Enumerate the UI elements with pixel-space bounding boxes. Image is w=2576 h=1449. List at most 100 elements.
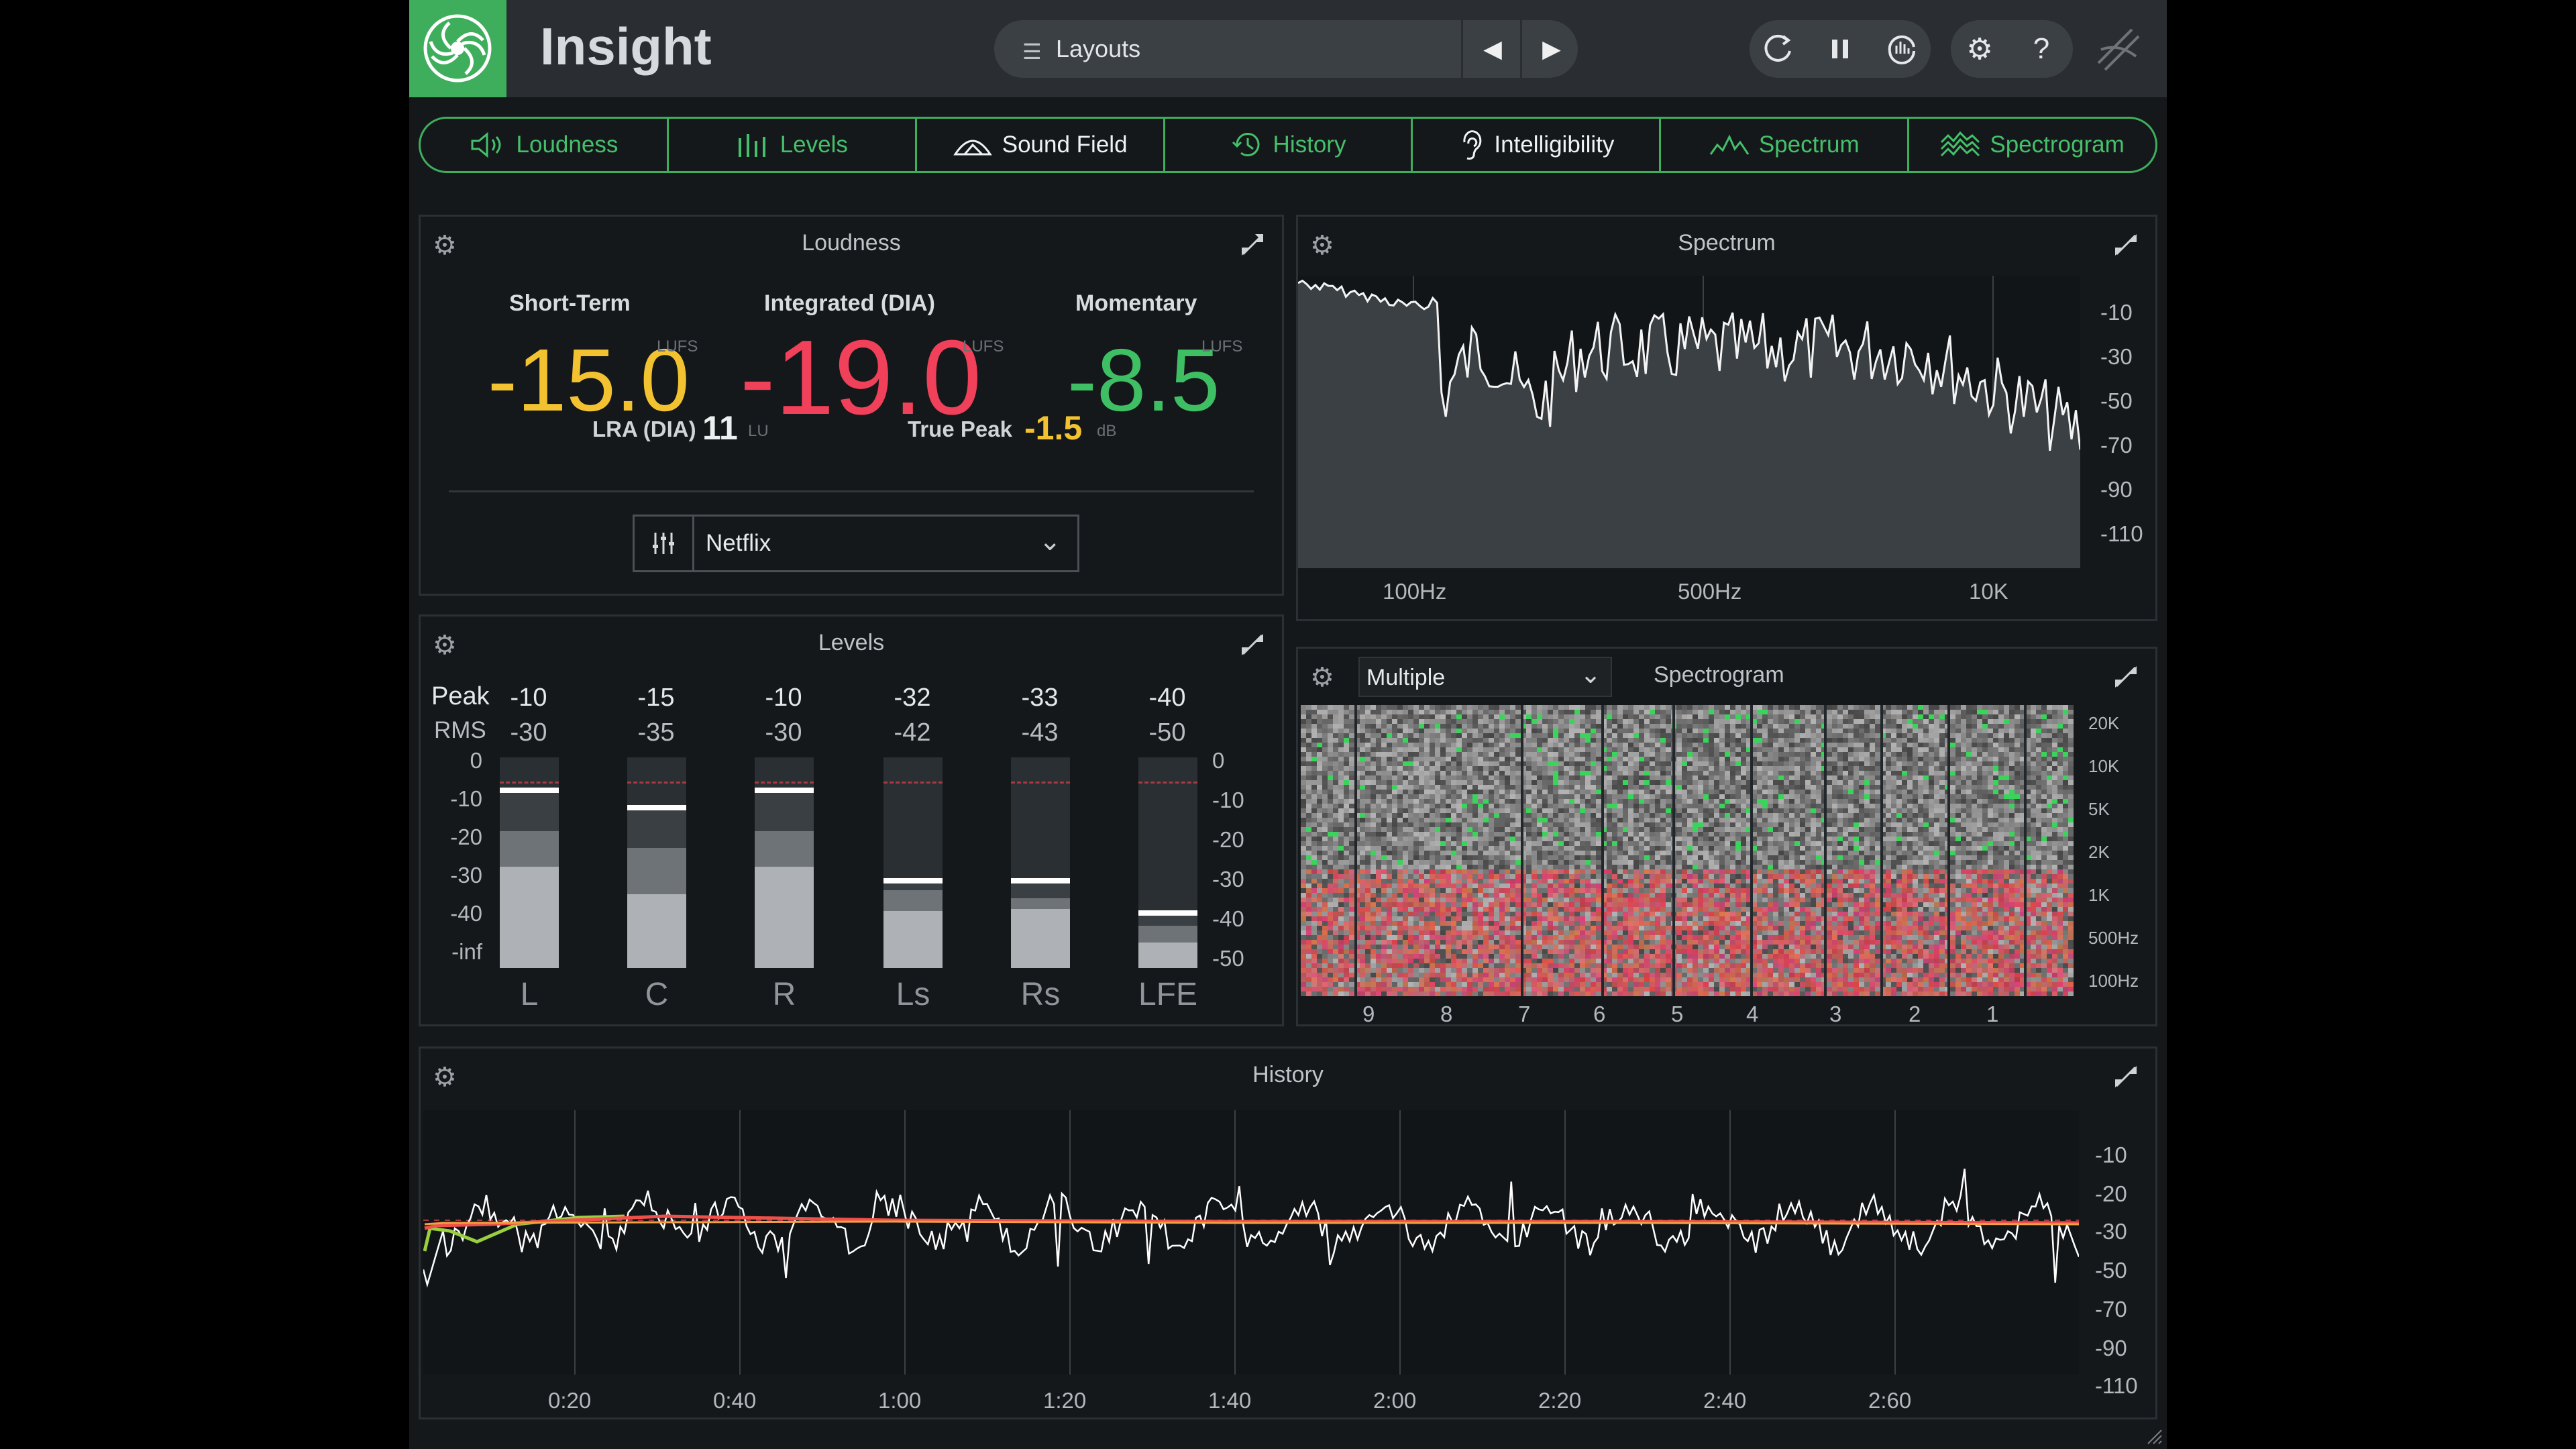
levels-icon [738,134,765,157]
channel-meter [883,757,943,968]
meter-target-line [627,782,686,784]
expand-icon[interactable] [1239,631,1266,658]
meter-rms-fill [1138,943,1197,968]
levels-settings-gear-icon[interactable]: ⚙ [433,631,457,660]
meter-peak-hold [1011,878,1070,884]
sound-field-icon [953,140,992,156]
reset-button[interactable] [1750,20,1807,78]
insight-logo[interactable] [409,0,506,97]
history-y-tick: -30 [2095,1219,2127,1244]
short-term-value: -15.0 [488,331,690,429]
short-term-label: Short-Term [509,290,631,316]
resize-grip-icon[interactable] [2143,1425,2163,1445]
history-y-tick: -110 [2095,1373,2138,1398]
gear-icon: ⚙ [1966,32,1993,66]
tab-sound-field[interactable]: Sound Field [917,119,1165,171]
spectrogram-settings-gear-icon[interactable]: ⚙ [1310,663,1334,692]
lra-label: LRA (DIA) [592,417,696,441]
header-bar: Insight ☰ Layouts ◀ ▶ ⚙ ? [409,0,2167,97]
history-y-tick: -10 [2095,1142,2127,1167]
spectrum-settings-gear-icon[interactable]: ⚙ [1310,231,1334,260]
momentary-unit: LUFS [1201,337,1243,356]
history-integrated-line [424,1214,2079,1230]
panel-title: Spectrum [1678,230,1776,256]
spectrum-line [1298,279,2080,451]
tab-levels[interactable]: Levels [669,119,917,171]
meter-tabs: Loudness Levels Sound Field History Inte… [419,117,2157,173]
meter-peak-hold [883,878,943,884]
spectrogram-icon [1941,131,1980,157]
channel-meter [1011,757,1070,968]
spectrogram-time-tick: 1 [1986,1002,1999,1026]
spectrogram-cells [1301,705,2074,996]
meter-target-line [1138,782,1197,784]
history-icon [1232,133,1260,156]
next-layout-button[interactable]: ▶ [1520,20,1581,78]
speaker-icon [471,131,501,158]
meter-rms-fill [627,894,686,968]
history-x-tick: 2:40 [1703,1388,1747,1413]
izotope-logo[interactable] [2092,23,2145,76]
history-momentary-line [423,1169,2079,1288]
spectrogram-mode-dropdown[interactable]: Multiple ⌄ [1358,657,1612,697]
capture-button[interactable] [1873,20,1931,78]
history-short-term-avg-line [424,1220,2079,1226]
meter-peak-hold [627,804,686,810]
left-scale-tick: -20 [450,824,482,849]
history-x-tick: 2:00 [1373,1388,1417,1413]
tab-label: Levels [780,131,848,158]
history-settings-gear-icon[interactable]: ⚙ [433,1063,457,1092]
ear-icon [1463,130,1482,160]
tab-history[interactable]: History [1165,119,1413,171]
momentary-value: -8.5 [1067,331,1220,429]
tab-label: History [1273,131,1346,158]
tab-intelligibility[interactable]: Intelligibility [1413,119,1662,171]
spectrogram-image [1301,705,2074,996]
layouts-selector[interactable]: ☰ Layouts ◀ ▶ [994,20,1578,78]
meter-rms-fill [1011,909,1070,968]
question-icon: ? [2033,32,2050,65]
integrated-label: Integrated (DIA) [764,290,935,316]
tab-spectrogram[interactable]: Spectrogram [1909,119,2155,171]
sliders-icon [635,517,694,570]
left-scale-tick: 0 [470,748,482,773]
expand-icon[interactable] [2112,231,2139,258]
expand-icon[interactable] [2112,1063,2139,1090]
meter-target-line [883,782,943,784]
channel-rms-value: -35 [637,718,675,747]
history-panel: ⚙ History -10 -20 -30 -50 -70 -90 -110 0:20 0:40… [419,1046,2157,1419]
channel-name: Ls [896,977,930,1012]
expand-icon[interactable] [1239,231,1266,258]
settings-button[interactable]: ⚙ [1951,20,2008,78]
levels-panel: ⚙ Levels Peak RMS 0 -10 -20 -30 -40 -inf 0 -10 -… [419,614,1284,1026]
triangle-left-icon: ◀ [1483,35,1502,62]
panel-title: Levels [818,630,885,655]
history-x-tick: 2:20 [1538,1388,1582,1413]
previous-layout-button[interactable]: ◀ [1461,20,1522,78]
spectrum-y-tick: -30 [2100,344,2133,369]
spectrogram-freq-tick: 500Hz [2088,928,2139,948]
meter-rms-fill [883,911,943,968]
right-scale-tick: -20 [1212,827,1244,852]
history-x-tick: 1:20 [1043,1388,1087,1413]
loudness-settings-gear-icon[interactable]: ⚙ [433,231,457,260]
left-scale-tick: -40 [450,901,482,926]
spectrogram-time-tick: 9 [1362,1002,1375,1026]
meter-peak-hold [1138,910,1197,916]
channel-meter [627,757,686,968]
peak-label: Peak [431,682,490,710]
divider [449,490,1254,492]
layouts-label: Layouts [1056,35,1141,62]
expand-icon[interactable] [2112,663,2139,690]
target-preset-dropdown[interactable]: Netflix ⌄ [633,515,1079,572]
tab-loudness[interactable]: Loudness [421,119,669,171]
spectrum-x-tick: 100Hz [1383,579,1447,604]
pause-button[interactable] [1811,20,1869,78]
help-button[interactable]: ? [2012,20,2070,78]
history-background [423,1110,2079,1375]
channel-meter [1138,757,1197,968]
tab-spectrum[interactable]: Spectrum [1661,119,1910,171]
meter-rms-fill [755,867,814,968]
spectrum-icon [1709,134,1750,155]
channel-meter [755,757,814,968]
